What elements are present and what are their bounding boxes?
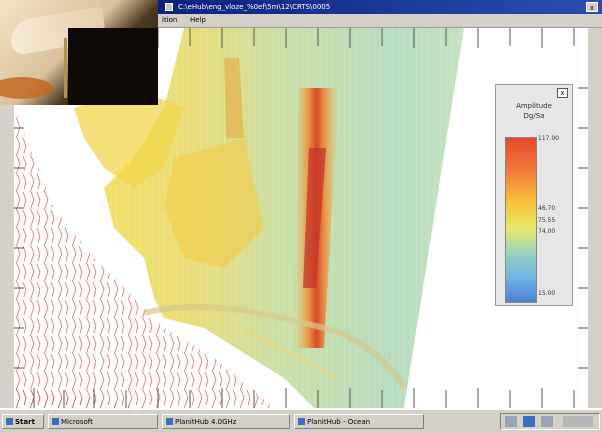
- close-button[interactable]: x: [586, 2, 598, 12]
- menu-item-edition[interactable]: ition: [162, 16, 178, 24]
- taskbar-button-2[interactable]: PlanitHub 4.0GHz: [162, 414, 290, 429]
- windows-logo-icon: [6, 418, 13, 425]
- bottom-ticks: [33, 388, 575, 408]
- legend-tick-min: 15.00: [538, 290, 556, 297]
- taskbar-button-label: PlanitHub 4.0GHz: [175, 418, 237, 426]
- app-icon: [166, 418, 173, 425]
- tray-clock[interactable]: [563, 416, 593, 427]
- legend-tick-max: 117.00: [538, 135, 559, 142]
- app-icon: [52, 418, 59, 425]
- legend-title: Amplitude Dg/Sa: [496, 101, 572, 121]
- taskbar-button-1[interactable]: Microsoft: [48, 414, 158, 429]
- right-axis: [588, 28, 602, 408]
- legend-title-line1: Amplitude: [516, 102, 552, 110]
- tray-icon[interactable]: [505, 416, 517, 427]
- legend-close-button[interactable]: x: [557, 88, 568, 98]
- tray-icon[interactable]: [541, 416, 553, 427]
- taskbar-button-label: Microsoft: [61, 418, 93, 426]
- taskbar-button-3[interactable]: PlanitHub - Ocean: [294, 414, 424, 429]
- swath-plot: [14, 28, 588, 408]
- tray-icon[interactable]: [523, 416, 535, 427]
- legend-tick: 74.00: [538, 228, 556, 235]
- taskbar: Start Microsoft PlanitHub 4.0GHz PlanitH…: [0, 408, 602, 433]
- app-icon: [165, 3, 173, 11]
- left-axis: [0, 28, 14, 408]
- system-tray: [500, 413, 600, 430]
- right-ticks: [578, 87, 588, 369]
- color-legend-panel[interactable]: x Amplitude Dg/Sa 117.00 46.70 75.55 74.…: [495, 84, 573, 306]
- legend-title-line2: Dg/Sa: [523, 112, 545, 120]
- start-button[interactable]: Start: [2, 414, 44, 429]
- menu-item-help[interactable]: Help: [190, 16, 206, 24]
- window-title: C:\eHub\eng_vloze_%0ef\5m\12\CRTS\0005: [178, 3, 331, 11]
- legend-color-scale: [505, 137, 537, 303]
- overlay-photo: [0, 0, 158, 105]
- legend-tick: 75.55: [538, 217, 556, 224]
- legend-tick: 46.70: [538, 205, 556, 212]
- start-label: Start: [15, 418, 35, 426]
- app-icon: [298, 418, 305, 425]
- taskbar-button-label: PlanitHub - Ocean: [307, 418, 371, 426]
